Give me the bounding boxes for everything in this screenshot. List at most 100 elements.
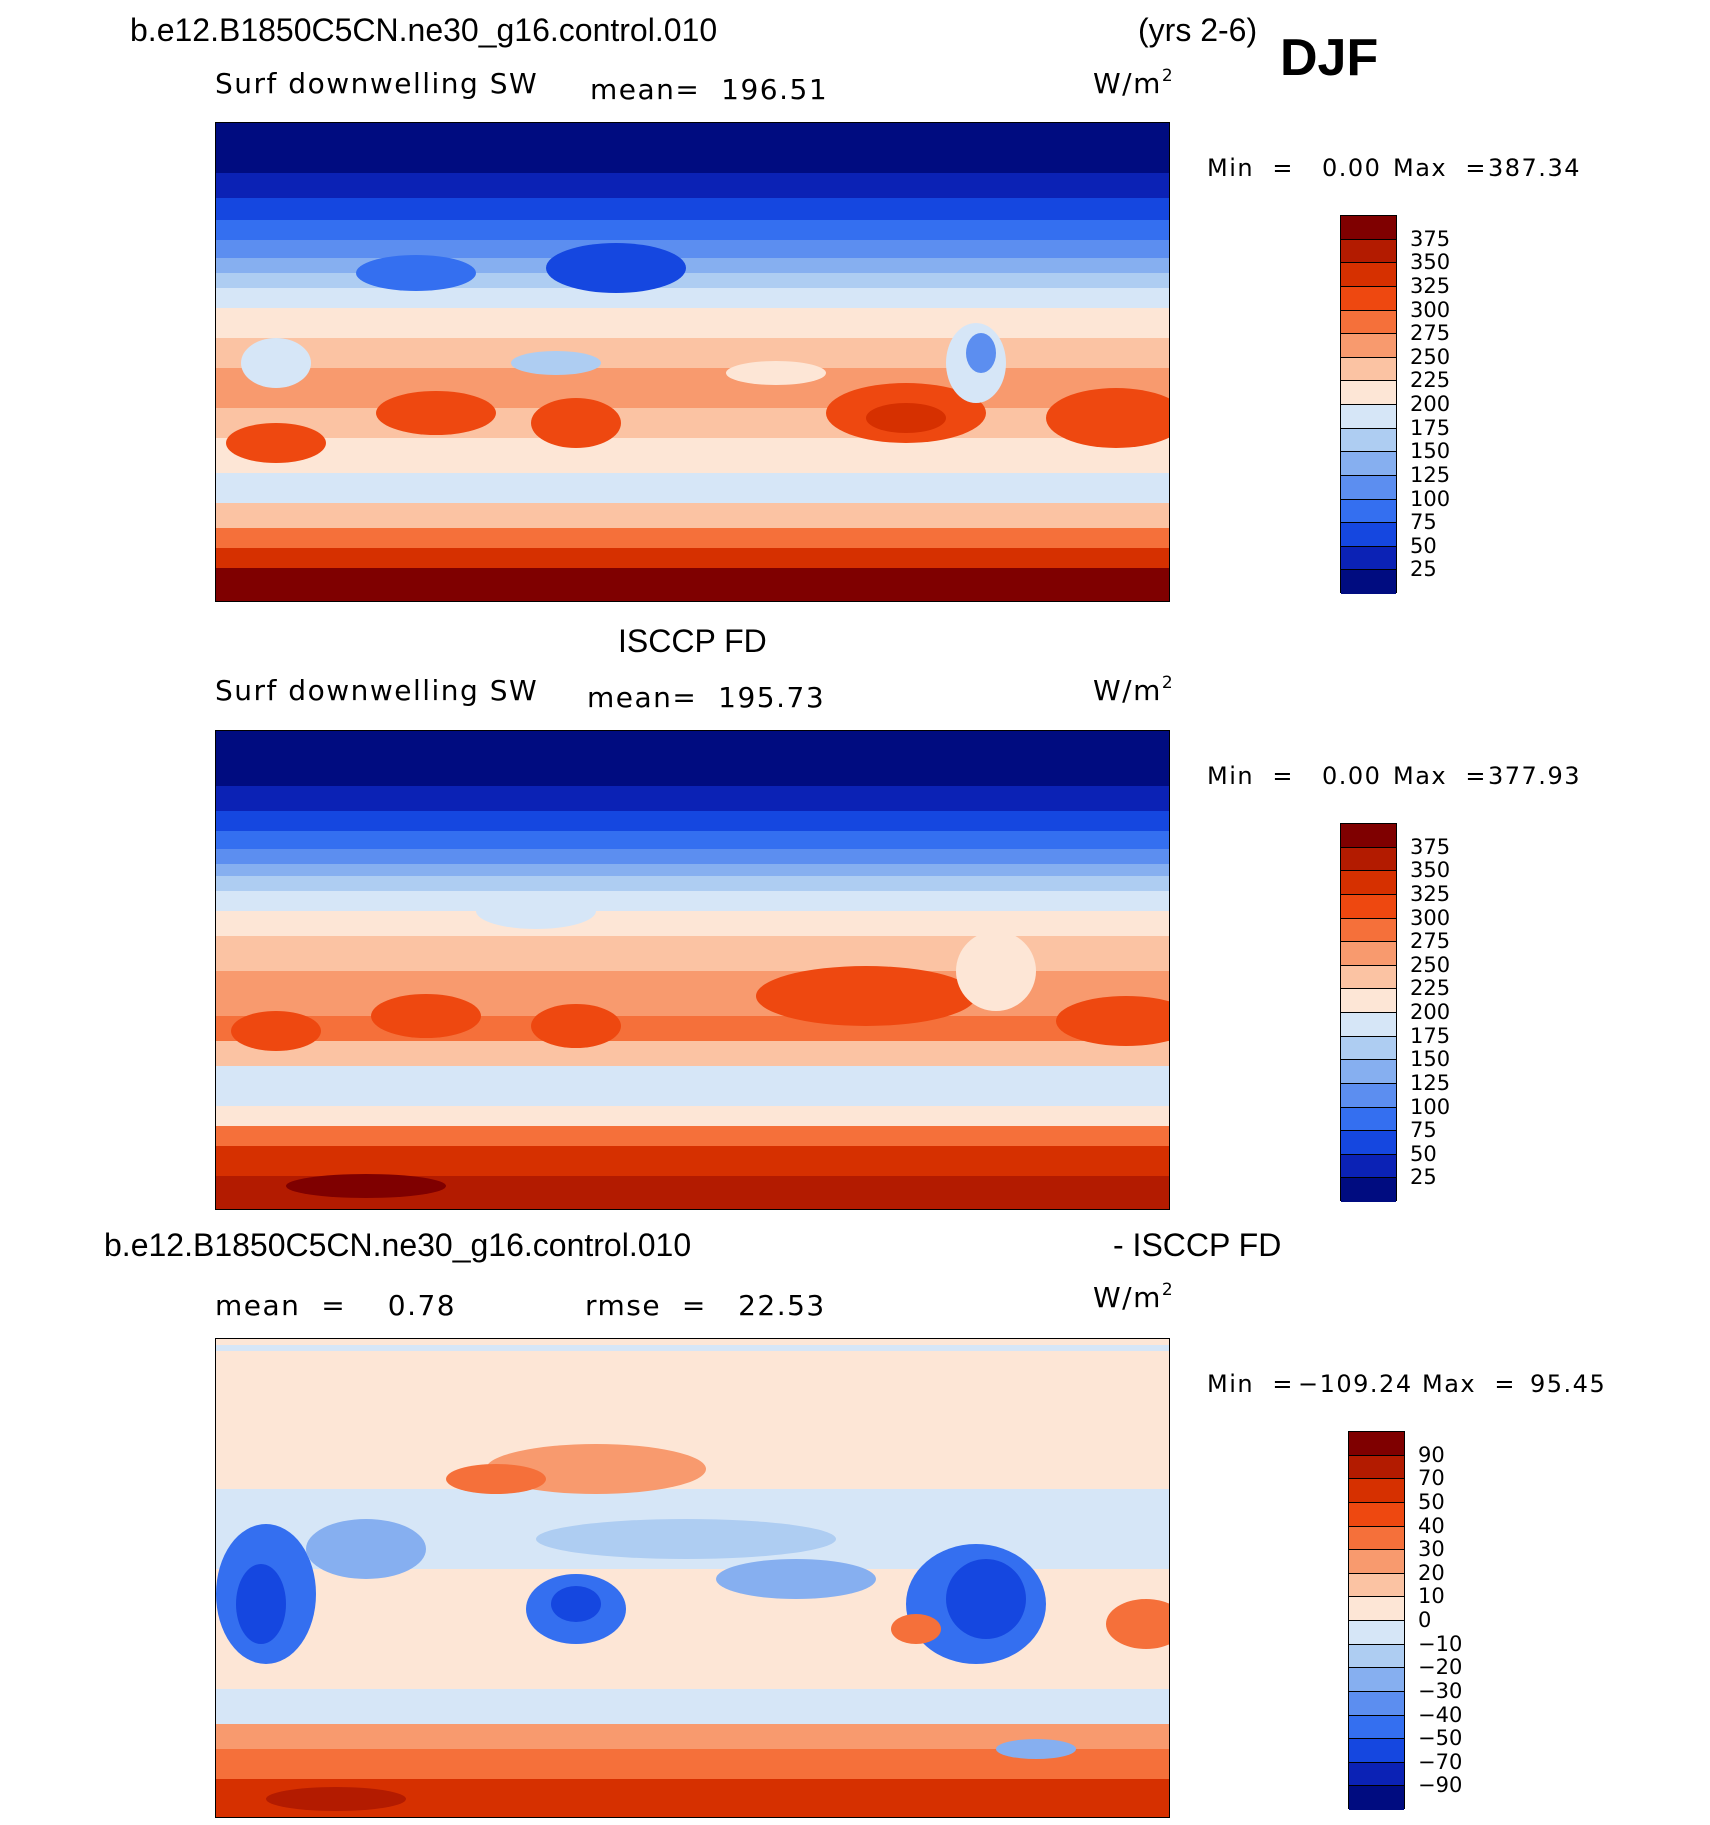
- colorbar-swatch: [1341, 428, 1396, 453]
- panel2-units: W/m2: [1093, 673, 1175, 707]
- colorbar-swatch: [1349, 1550, 1404, 1574]
- colorbar-swatch: [1341, 381, 1396, 405]
- panel2-mean: mean= 195.73: [587, 681, 826, 714]
- years-label: (yrs 2-6): [1138, 12, 1258, 48]
- panel3-max-value: 95.45: [1530, 1370, 1607, 1398]
- colorbar-tick-label: 70: [1418, 1466, 1445, 1491]
- colorbar-swatch: [1349, 1432, 1404, 1456]
- colorbar-tick-label: 275: [1410, 321, 1451, 346]
- colorbar-swatch: [1341, 334, 1396, 358]
- colorbar-tick-label: 50: [1410, 533, 1437, 558]
- panel3-max-label: Max =: [1422, 1370, 1516, 1398]
- colorbar-swatch: [1349, 1691, 1404, 1716]
- panel1-units: W/m2: [1093, 66, 1175, 100]
- panel3-min-label: Min =: [1207, 1370, 1294, 1398]
- colorbar-tick-label: 150: [1410, 439, 1451, 464]
- colorbar-swatch: [1341, 918, 1396, 943]
- colorbar-swatch: [1341, 1107, 1396, 1132]
- colorbar-swatch: [1341, 965, 1396, 990]
- colorbar-swatch: [1341, 1131, 1396, 1155]
- colorbar-swatch: [1349, 1526, 1404, 1551]
- colorbar-swatch: [1349, 1786, 1404, 1810]
- colorbar-tick-label: 175: [1410, 415, 1451, 440]
- colorbar-swatch: [1349, 1739, 1404, 1763]
- colorbar-tick-label: 300: [1410, 905, 1451, 930]
- colorbar-swatch: [1341, 871, 1396, 895]
- difference-field-map: [216, 1339, 1169, 1817]
- colorbar-tick-label: 250: [1410, 952, 1451, 977]
- colorbar-swatch: [1341, 452, 1396, 476]
- colorbar-swatch: [1349, 1479, 1404, 1503]
- colorbar-tick-label: 350: [1410, 250, 1451, 275]
- panel1-mean: mean= 196.51: [590, 73, 829, 106]
- panel1-min-value: 0.00: [1322, 154, 1382, 182]
- panel1-max-label: Max =: [1393, 154, 1487, 182]
- model-field-map: [216, 123, 1169, 601]
- panel1-max-value: 387.34: [1488, 154, 1581, 182]
- panel2-min-label: Min =: [1207, 762, 1294, 790]
- colorbar-tick-label: 375: [1410, 834, 1451, 859]
- panel1-variable: Surf downwelling SW: [215, 67, 539, 100]
- colorbar-tick-label: −70: [1418, 1749, 1463, 1774]
- colorbar-swatch: [1341, 942, 1396, 966]
- colorbar-swatch: [1341, 523, 1396, 547]
- map-panel-obs: [215, 730, 1170, 1210]
- colorbar-swatch: [1341, 405, 1396, 429]
- colorbar-swatch: [1341, 1013, 1396, 1037]
- colorbar-tick-label: 25: [1410, 557, 1437, 582]
- colorbar-swatch: [1349, 1762, 1404, 1787]
- colorbar-swatch: [1341, 499, 1396, 524]
- colorbar-swatch: [1341, 894, 1396, 919]
- colorbar-tick-label: 75: [1410, 1118, 1437, 1143]
- colorbar-swatch: [1341, 1060, 1396, 1084]
- panel2-title: ISCCP FD: [618, 623, 767, 659]
- colorbar-swatch: [1341, 357, 1396, 382]
- colorbar-tick-label: 100: [1410, 1094, 1451, 1119]
- panel3-min-value: −109.24: [1298, 1370, 1413, 1398]
- colorbar-swatch: [1341, 570, 1396, 594]
- panel3-title-right: - ISCCP FD: [1113, 1227, 1282, 1263]
- colorbar-tick-label: 275: [1410, 929, 1451, 954]
- colorbar-tick-label: 200: [1410, 392, 1451, 416]
- colorbar-tick-label: 375: [1410, 226, 1451, 251]
- difference-colorbar: [1348, 1431, 1405, 1810]
- colorbar-tick-label: 20: [1418, 1560, 1445, 1585]
- colorbar-swatch: [1341, 989, 1396, 1013]
- colorbar-tick-label: 150: [1410, 1047, 1451, 1072]
- map-panel-model: [215, 122, 1170, 602]
- colorbar-swatch: [1341, 216, 1396, 240]
- colorbar-swatch: [1349, 1644, 1404, 1669]
- panel2-max-label: Max =: [1393, 762, 1487, 790]
- colorbar-tick-label: 30: [1418, 1537, 1445, 1562]
- colorbar-tick-label: 90: [1418, 1442, 1445, 1467]
- colorbar-tick-label: 100: [1410, 486, 1451, 511]
- colorbar-tick-label: 175: [1410, 1023, 1451, 1048]
- colorbar-tick-label: −40: [1418, 1702, 1463, 1727]
- panel2-max-value: 377.93: [1488, 762, 1581, 790]
- colorbar-tick-label: 75: [1410, 510, 1437, 535]
- colorbar-swatch: [1341, 1178, 1396, 1202]
- panel3-title-left: b.e12.B1850C5CN.ne30_g16.control.010: [104, 1227, 692, 1263]
- colorbar-swatch: [1341, 310, 1396, 335]
- colorbar-swatch: [1341, 263, 1396, 287]
- colorbar-tick-label: 10: [1418, 1584, 1445, 1609]
- colorbar-swatch: [1341, 546, 1396, 571]
- panel3-units: W/m2: [1093, 1280, 1175, 1314]
- colorbar-tick-label: 50: [1410, 1141, 1437, 1166]
- colorbar-tick-label: −50: [1418, 1726, 1463, 1751]
- colorbar-swatch: [1341, 286, 1396, 311]
- map-panel-diff: [215, 1338, 1170, 1818]
- colorbar-tick-label: −10: [1418, 1631, 1463, 1656]
- colorbar-swatch: [1341, 239, 1396, 264]
- case-title: b.e12.B1850C5CN.ne30_g16.control.010: [130, 12, 718, 48]
- panel1-min-label: Min =: [1207, 154, 1294, 182]
- colorbar-tick-label: 40: [1418, 1513, 1445, 1538]
- obs-colorbar: [1340, 823, 1397, 1202]
- colorbar-tick-label: 50: [1418, 1489, 1445, 1514]
- colorbar-tick-label: −30: [1418, 1678, 1463, 1703]
- colorbar-swatch: [1341, 1083, 1396, 1108]
- colorbar-swatch: [1341, 847, 1396, 872]
- colorbar-swatch: [1349, 1502, 1404, 1527]
- colorbar-tick-label: 250: [1410, 344, 1451, 369]
- obs-field-map: [216, 731, 1169, 1209]
